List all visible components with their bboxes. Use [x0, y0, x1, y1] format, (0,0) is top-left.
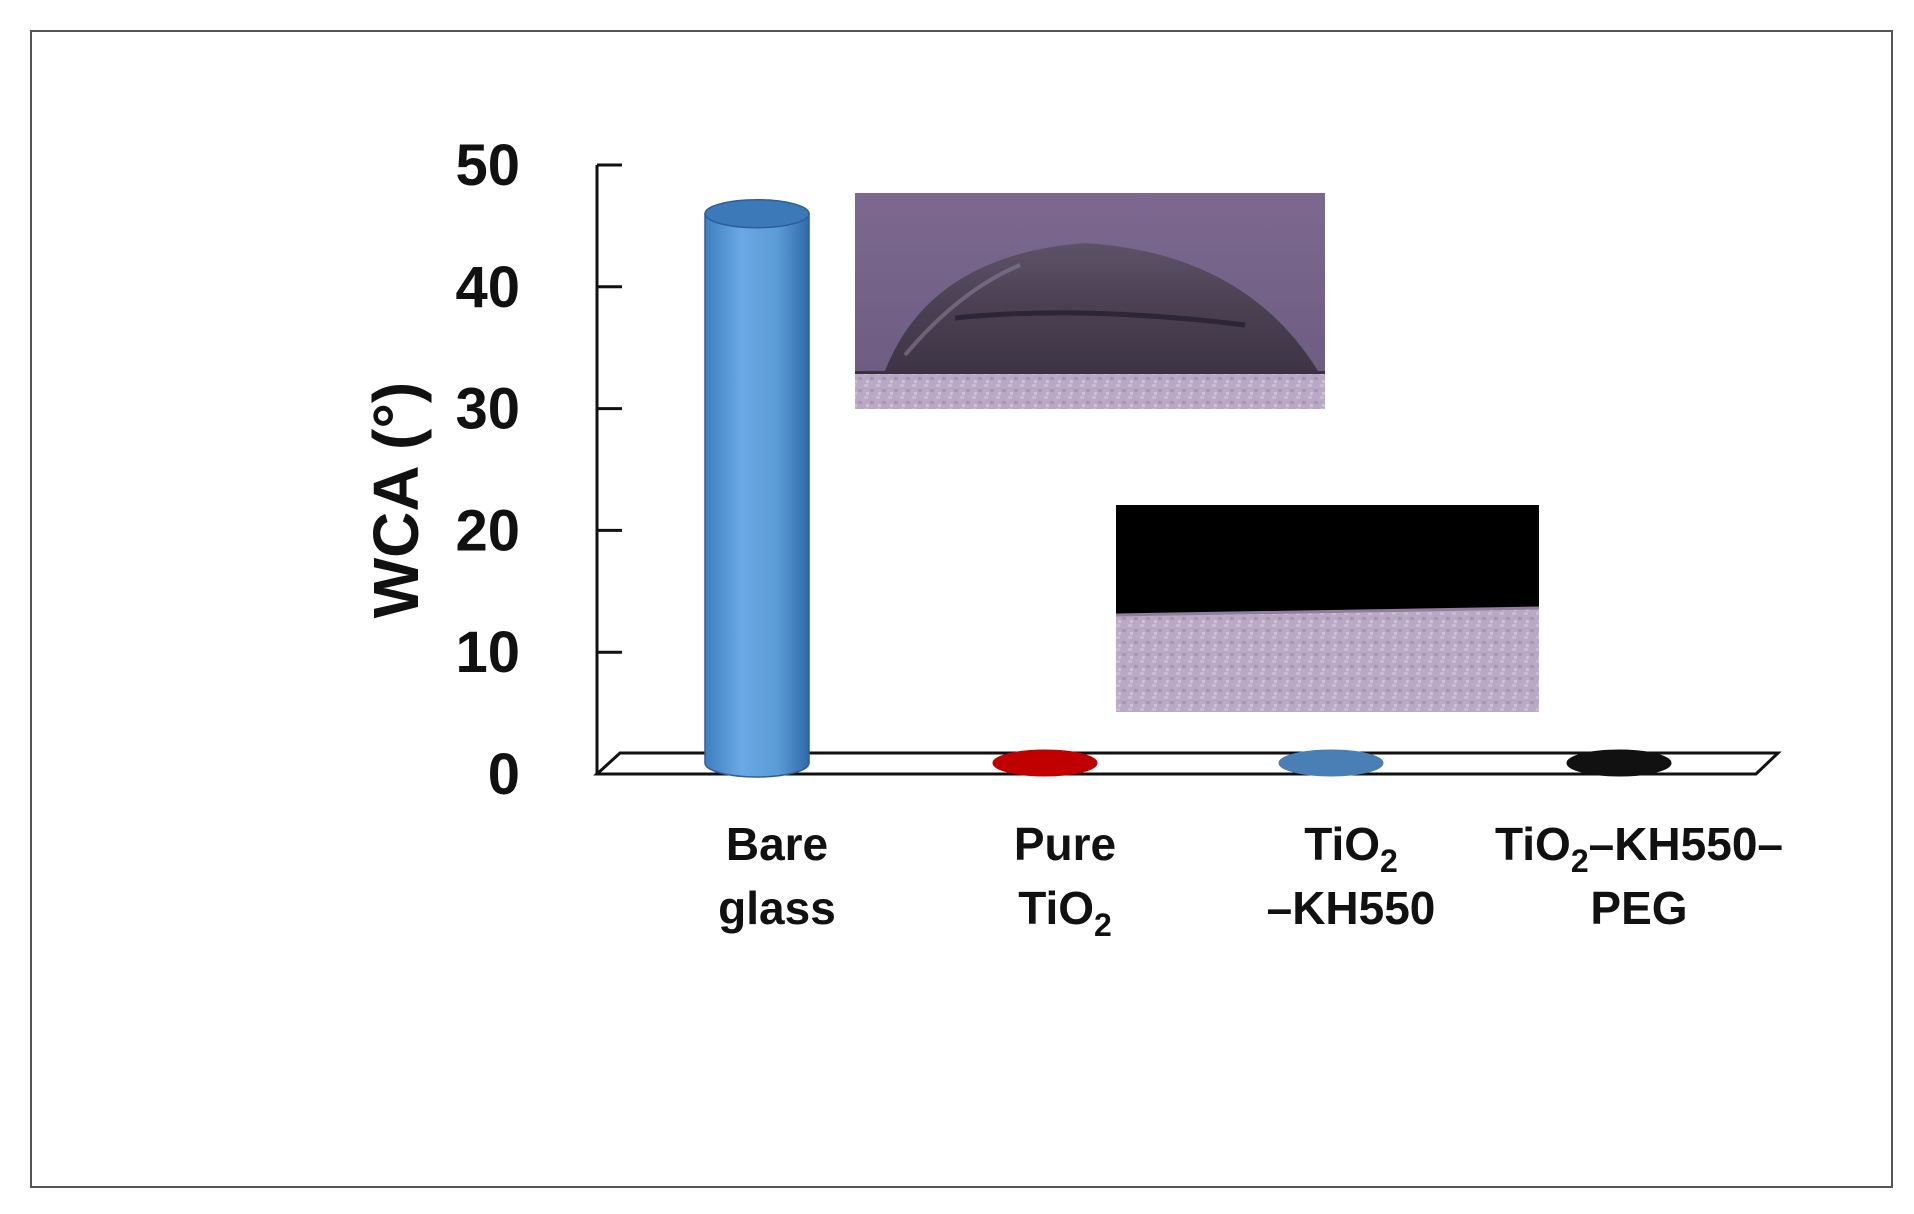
y-tick-label: 30	[455, 377, 520, 442]
y-tick-label: 50	[455, 133, 520, 198]
y-tick-label: 20	[455, 498, 520, 563]
category-label: –KH550	[1267, 882, 1436, 934]
bar	[704, 198, 810, 778]
y-axis-label: WCA (°)	[360, 382, 432, 618]
category-label: TiO2	[1018, 882, 1112, 943]
category-label: TiO2	[1304, 818, 1398, 879]
category-label: TiO2–KH550–	[1495, 818, 1783, 879]
category-label: Pure	[1014, 818, 1116, 870]
chart-floor	[593, 751, 1782, 776]
category-label: PEG	[1590, 882, 1687, 934]
bar	[1278, 749, 1384, 777]
category-label: Bare	[726, 818, 828, 870]
category-label: glass	[718, 882, 836, 934]
y-tick-label: 40	[455, 255, 520, 320]
y-tick-label: 0	[488, 742, 520, 807]
y-tick-label: 10	[455, 620, 520, 685]
bar	[1566, 749, 1672, 777]
bar	[992, 749, 1098, 777]
droplet-photo-coated	[1115, 505, 1540, 712]
droplet-photo-bare-glass	[855, 193, 1325, 409]
